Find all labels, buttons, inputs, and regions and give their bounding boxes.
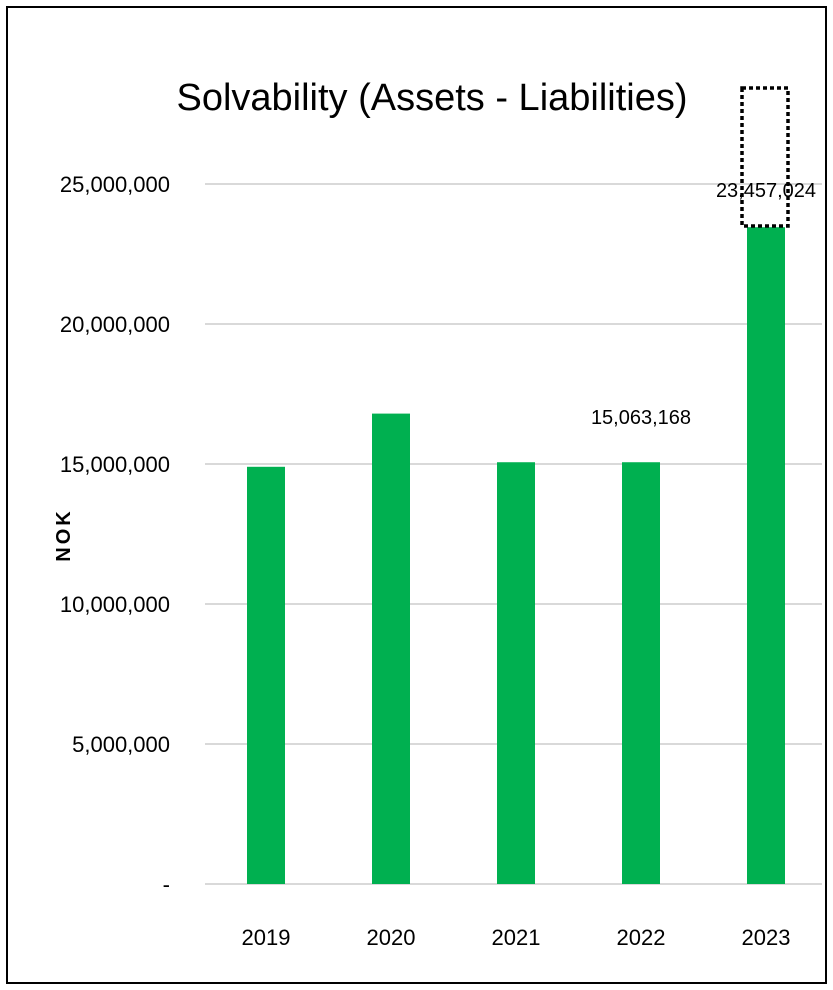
x-tick-label: 2022 <box>617 925 666 950</box>
x-axis-ticks: 2019 2020 2021 2022 2023 <box>242 925 791 950</box>
data-label-2022: 15,063,168 <box>591 407 691 429</box>
bar-2020 <box>372 413 410 884</box>
y-axis-ticks: - 5,000,000 10,000,000 15,000,000 20,000,000… <box>60 172 170 897</box>
bars <box>247 227 785 885</box>
x-tick-label: 2019 <box>242 925 291 950</box>
gridlines <box>205 183 822 885</box>
y-axis-label: NOK <box>53 508 75 561</box>
y-tick-label: 10,000,000 <box>60 592 170 617</box>
chart-title: Solvability (Assets - Liabilities) <box>176 77 687 119</box>
bar-2021 <box>497 462 535 884</box>
chart-frame <box>6 6 827 984</box>
y-tick-label: 20,000,000 <box>60 312 170 337</box>
bar-2022 <box>622 462 660 884</box>
x-tick-label: 2020 <box>367 925 416 950</box>
x-tick-label: 2021 <box>492 925 541 950</box>
y-tick-label: 25,000,000 <box>60 172 170 197</box>
y-tick-label: 5,000,000 <box>72 732 170 757</box>
data-label-2023: 23,457,024 <box>716 180 816 202</box>
x-tick-label: 2023 <box>742 925 791 950</box>
highlight-box <box>740 86 790 228</box>
y-tick-label: - <box>163 872 170 897</box>
bar-2023 <box>747 227 785 885</box>
y-tick-label: 15,000,000 <box>60 452 170 477</box>
bar-2019 <box>247 466 285 884</box>
